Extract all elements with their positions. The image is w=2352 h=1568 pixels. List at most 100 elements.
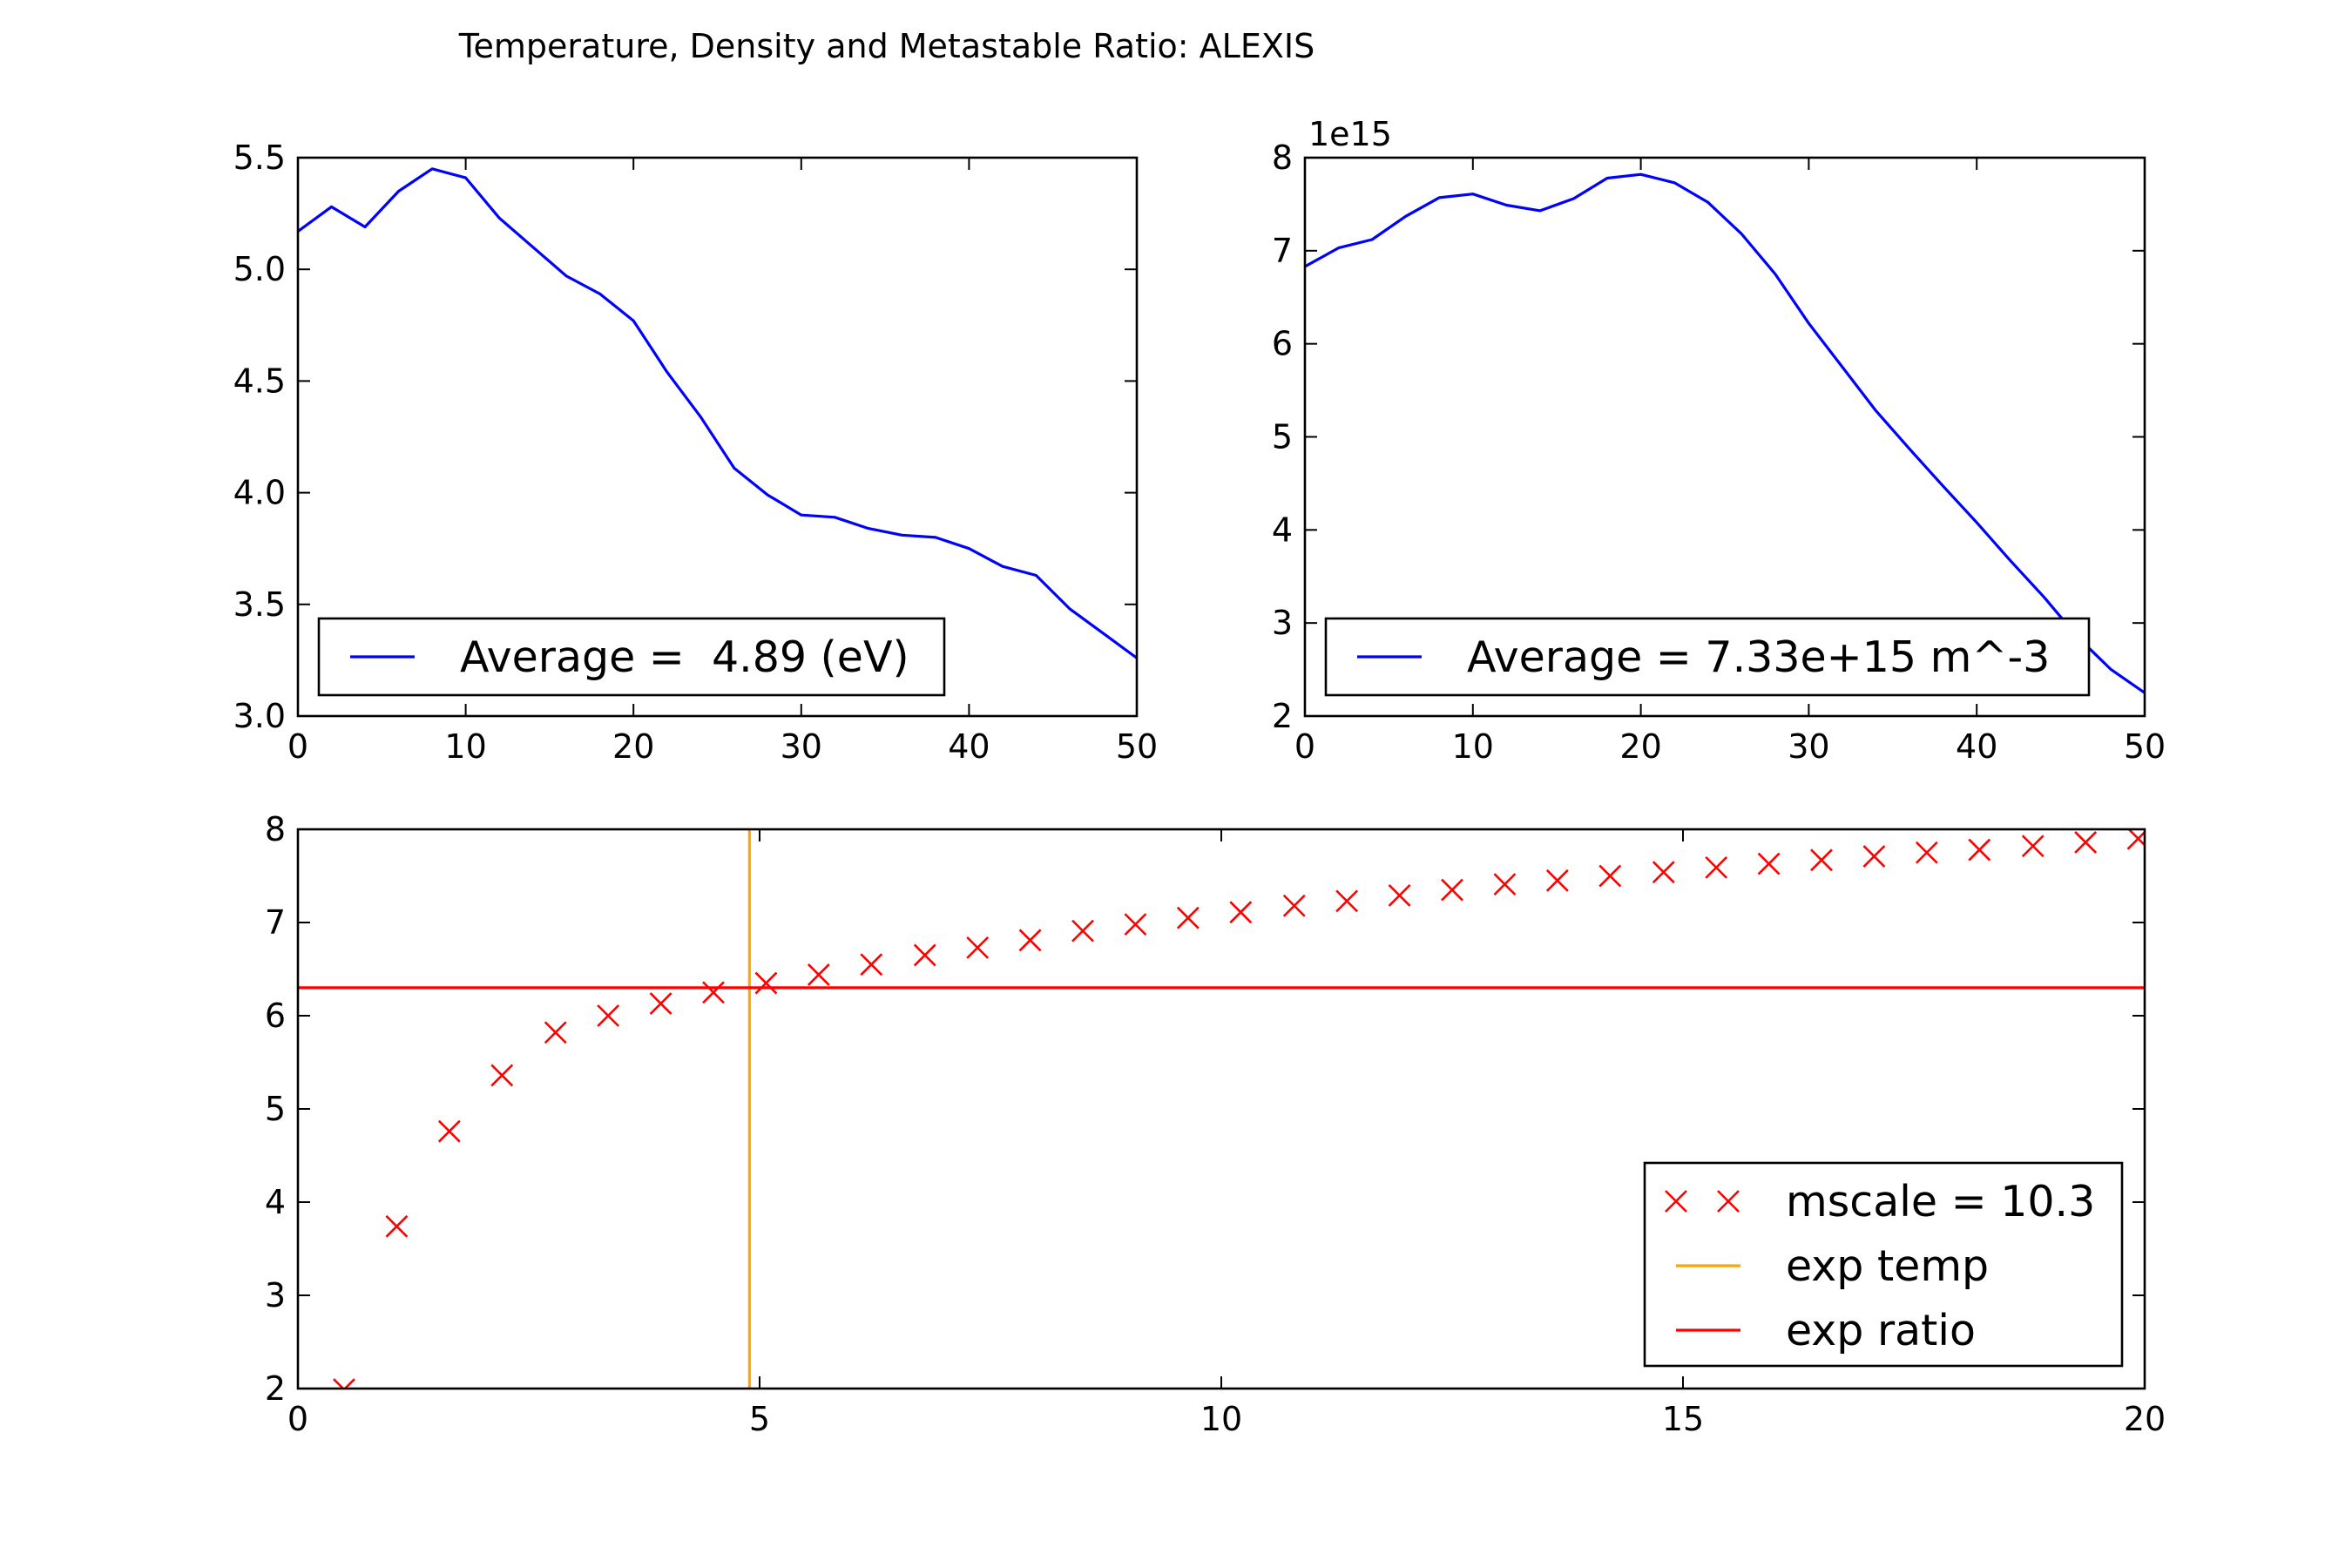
data-point [490, 1064, 514, 1087]
x-tick-label: 40 [1956, 727, 1997, 766]
y-tick-label: 6 [265, 997, 286, 1035]
data-point [2021, 835, 2044, 858]
x-tick-label: 50 [2124, 727, 2166, 766]
metastable-ratio-axes: 0 5 10 15 20 2 3 4 5 6 7 8 mscale = 10.3 exp temp exp … [265, 810, 2166, 1438]
data-point [1388, 884, 1411, 907]
temperature-axes: 0 10 20 30 40 50 3.0 3.5 4.0 4.5 5.0 5.5 Average = 4… [233, 139, 1159, 766]
y-tick-label: 3.0 [233, 697, 286, 735]
data-point [2126, 829, 2145, 850]
data-point [702, 981, 725, 1004]
x-tick-label: 0 [1294, 727, 1315, 766]
data-point [860, 953, 883, 977]
data-point [649, 992, 672, 1016]
data-point [1757, 852, 1781, 875]
y-tick-label: 4.5 [233, 362, 286, 400]
data-point [966, 936, 990, 959]
data-point [1282, 894, 1306, 917]
x-tick-label: 15 [1662, 1400, 1704, 1438]
data-point [333, 1378, 355, 1389]
data-point [807, 963, 830, 986]
series-line [298, 167, 1137, 659]
y-tick-label: 6 [1272, 325, 1293, 363]
y-tick-label: 5 [265, 1090, 286, 1128]
x-tick-label: 5 [749, 1400, 770, 1438]
data-point [1968, 838, 1991, 862]
x-tick-label: 50 [1116, 727, 1158, 766]
y-offset-label: 1e15 [1308, 115, 1392, 153]
plot-series [1305, 172, 2145, 694]
x-tick-label: 0 [287, 1400, 308, 1438]
y-tick-label: 2 [1272, 697, 1293, 735]
y-tick-label: 7 [1272, 232, 1293, 270]
x-tick-label: 20 [612, 727, 654, 766]
y-tick-label: 3 [265, 1276, 286, 1315]
y-tick-label: 8 [1272, 139, 1293, 177]
density-axes: 0 10 20 30 40 50 2 3 4 5 6 7 8 1e15 Average = 7.33e+15… [1272, 115, 2166, 766]
legend-box [1324, 617, 2091, 697]
y-tick-label: 5.5 [233, 139, 286, 177]
legend-entry: Average = 7.33e+15 m^-3 [1357, 632, 2050, 682]
data-point [1915, 841, 1938, 864]
data-point [1176, 906, 1200, 929]
x-tick-label: 10 [444, 727, 486, 766]
legend-label: exp ratio [1786, 1306, 1976, 1355]
data-point [1124, 913, 1147, 936]
data-point [1705, 855, 1728, 879]
y-tick-label: 3 [1272, 604, 1293, 642]
data-point [2074, 831, 2098, 854]
y-tick-label: 4 [265, 1183, 286, 1221]
figure-title: Temperature, Density and Metastable Rati… [458, 27, 1315, 65]
legend-marker [1717, 1190, 1740, 1213]
data-point [1598, 864, 1622, 888]
data-point [754, 971, 778, 995]
x-tick-label: 30 [781, 727, 822, 766]
legend-entry: exp temp [1676, 1241, 1989, 1291]
y-tick-label: 4.0 [233, 474, 286, 512]
axes-frame [296, 156, 1139, 718]
data-point [1862, 845, 1886, 868]
data-point [597, 1004, 620, 1027]
data-point [1229, 901, 1253, 924]
data-point [544, 1021, 567, 1044]
x-tick-label: 20 [1619, 727, 1661, 766]
legend-marker [1665, 1190, 1687, 1213]
data-point [1652, 861, 1675, 884]
legend-label: exp temp [1786, 1241, 1989, 1291]
x-tick-label: 40 [948, 727, 990, 766]
legend-box [317, 617, 946, 697]
data-point [437, 1119, 461, 1143]
legend-entry: mscale = 10.3 [1665, 1177, 2095, 1227]
data-point [1493, 873, 1517, 896]
y-tick-label: 3.5 [233, 585, 286, 624]
plot-series [298, 167, 1137, 659]
data-point [1018, 929, 1042, 952]
legend: Average = 7.33e+15 m^-3 [1324, 617, 2091, 697]
y-tick-label: 5 [1272, 418, 1293, 456]
legend-entry: Average = 4.89 (eV) [350, 632, 909, 682]
y-tick-label: 4 [1272, 510, 1293, 549]
series-line [1305, 172, 2145, 694]
plot-series [298, 829, 2145, 1389]
legend-entry: exp ratio [1676, 1306, 1976, 1355]
data-point [1810, 848, 1833, 872]
y-tick-label: 8 [265, 810, 286, 848]
data-point [1545, 868, 1569, 892]
legend-label: Average = 7.33e+15 m^-3 [1467, 632, 2050, 682]
data-point [385, 1214, 409, 1238]
data-point [913, 943, 936, 967]
x-tick-label: 0 [287, 727, 308, 766]
x-tick-label: 30 [1788, 727, 1829, 766]
x-tick-label: 20 [2124, 1400, 2166, 1438]
data-point [1335, 889, 1359, 913]
y-tick-label: 2 [265, 1369, 286, 1408]
data-point [1071, 919, 1094, 943]
legend: Average = 4.89 (eV) [317, 617, 946, 697]
y-tick-label: 5.0 [233, 250, 286, 288]
legend-label: mscale = 10.3 [1786, 1177, 2095, 1227]
data-point [1441, 878, 1463, 902]
legend-label: Average = 4.89 (eV) [460, 632, 909, 682]
y-tick-label: 7 [265, 903, 286, 942]
axes-frame [296, 828, 2146, 1390]
legend: mscale = 10.3 exp temp exp ratio [1643, 1161, 2124, 1368]
